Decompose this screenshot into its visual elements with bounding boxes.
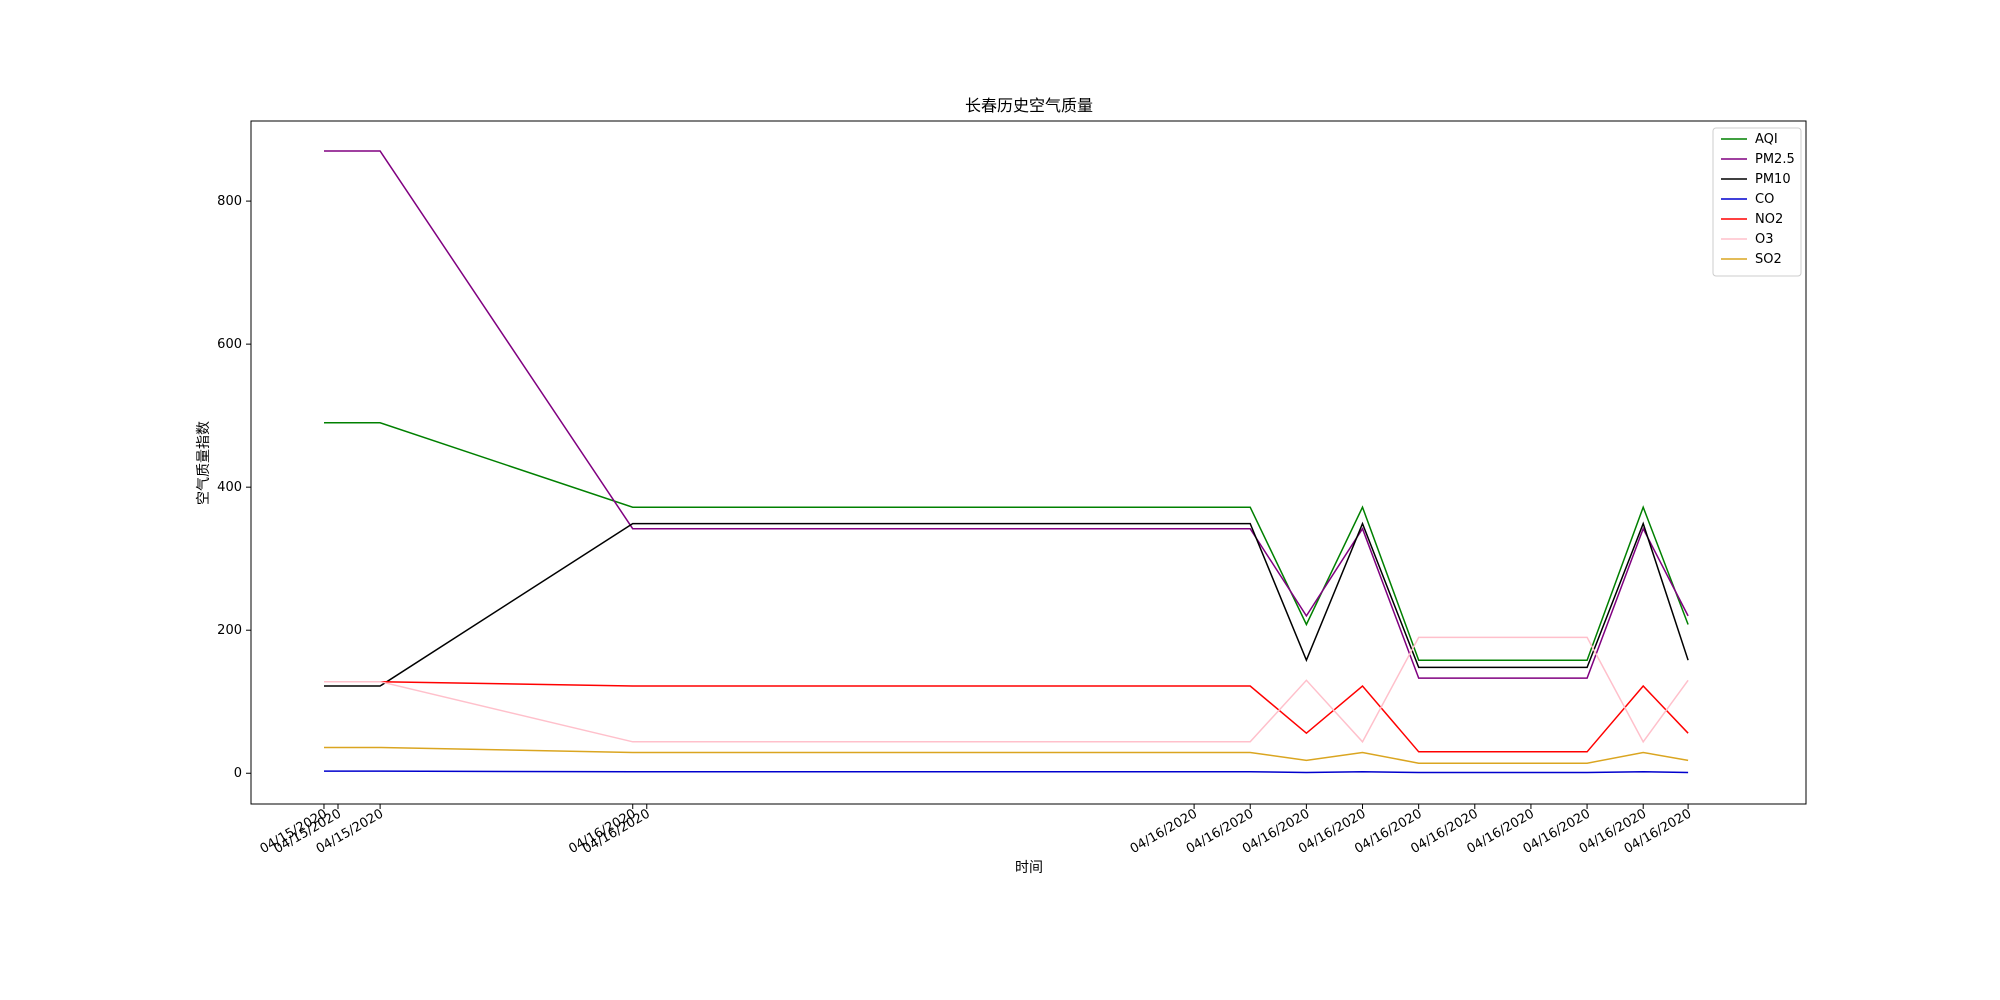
series-line-so2 — [324, 746, 1689, 764]
series-line-aqi — [324, 422, 1689, 661]
y-tick-label: 600 — [217, 337, 242, 352]
series-line-o3 — [324, 636, 1689, 744]
legend-label: O3 — [1755, 232, 1774, 247]
series-line-pm10 — [324, 521, 1689, 687]
legend-label: AQI — [1755, 132, 1778, 147]
y-tick-label: 400 — [217, 480, 242, 495]
legend-label: PM10 — [1755, 172, 1791, 187]
series-line-no2 — [324, 680, 1689, 753]
series-line-co — [324, 770, 1689, 774]
y-tick-label: 0 — [234, 766, 242, 781]
plot-frame — [250, 120, 1807, 805]
chart-title: 长春历史空气质量 — [965, 96, 1093, 115]
legend-label: CO — [1755, 192, 1774, 207]
x-axis-title: 时间 — [1015, 860, 1043, 876]
y-axis-title: 空气质量指数 — [196, 421, 212, 505]
series-layer — [324, 150, 1689, 774]
y-tick-label: 200 — [217, 623, 242, 638]
legend-label: PM2.5 — [1755, 152, 1795, 167]
y-axis: 0 200 400 600 800 — [217, 194, 251, 781]
legend-label: NO2 — [1755, 212, 1783, 227]
y-tick-label: 800 — [217, 194, 242, 209]
legend: AQI PM2.5 PM10 CO NO2 O3 SO2 — [1712, 127, 1802, 277]
series-line-pm25 — [324, 150, 1689, 679]
legend-label: SO2 — [1755, 252, 1782, 267]
